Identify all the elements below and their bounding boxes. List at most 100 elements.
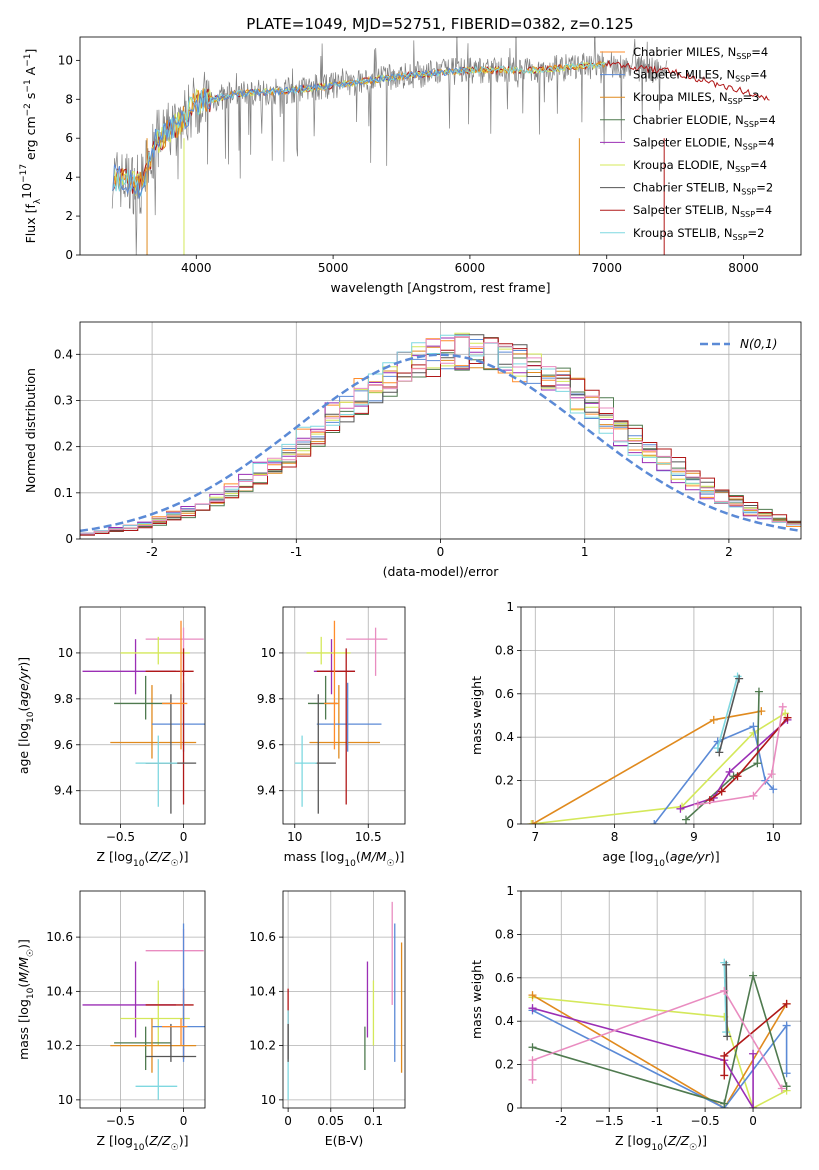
axes-frame bbox=[79, 606, 206, 825]
data-point bbox=[145, 694, 197, 814]
x-axis-label-part: Z [log bbox=[97, 849, 133, 864]
y-axis-label: Normed distribution bbox=[23, 368, 38, 493]
x-axis-label: Z [log10(Z/Z☉)] bbox=[615, 1133, 707, 1153]
legend-text: Kroupa STELIB, N bbox=[633, 226, 733, 240]
y-tick-label: 9.4 bbox=[54, 784, 73, 798]
data-point bbox=[316, 648, 356, 805]
x-axis-label-part: age [log bbox=[602, 849, 653, 864]
legend-sub: SSP bbox=[733, 233, 748, 242]
data-point bbox=[315, 694, 336, 814]
weight-marker bbox=[778, 702, 787, 711]
legend-label: Chabrier ELODIE, NSSP=4 bbox=[633, 113, 776, 129]
weight-series bbox=[528, 986, 786, 1093]
weight-marker bbox=[528, 1004, 537, 1013]
x-tick-label: 5000 bbox=[318, 261, 349, 275]
x-tick-label: 0 bbox=[284, 1114, 292, 1128]
x-tick-label: 0 bbox=[180, 830, 188, 844]
weight-marker bbox=[528, 1056, 537, 1065]
data-point bbox=[346, 627, 388, 676]
x-axis-label-part: 10 bbox=[654, 859, 666, 869]
x-axis-label-part: Z/Z bbox=[148, 849, 171, 864]
legend-text: Kroupa ELODIE, N bbox=[633, 158, 735, 172]
x-axis-label-part: ☉ bbox=[387, 859, 395, 869]
y-axis-label-part: age [log bbox=[16, 723, 31, 774]
weight-marker bbox=[722, 1028, 731, 1037]
weight-line bbox=[725, 964, 728, 1037]
y-tick-label: 10.6 bbox=[46, 930, 73, 944]
y-axis-label-part: age/yr bbox=[16, 666, 31, 707]
data-point bbox=[316, 682, 382, 752]
legend-value: =4 bbox=[759, 113, 776, 127]
normal-curve bbox=[80, 353, 801, 533]
x-tick-label: -1 bbox=[290, 545, 302, 559]
data-point bbox=[324, 620, 339, 750]
y-axis-label-part: −2 bbox=[23, 103, 33, 116]
x-tick-label: -1 bbox=[651, 1114, 663, 1128]
y-axis-label-part: erg cm bbox=[23, 116, 38, 164]
residuals-axes: -2 -1 0 1 2 0 0.1 0.2 0.3 0.4 (data-model)/error No… bbox=[23, 321, 802, 579]
legend-label: Chabrier STELIB, NSSP=2 bbox=[633, 181, 773, 197]
weight-series bbox=[528, 971, 791, 1108]
y-axis-label-part: 10 bbox=[26, 711, 36, 723]
x-tick-label: 0 bbox=[180, 1114, 188, 1128]
legend-sub: SSP bbox=[735, 75, 750, 84]
y-tick-label: 0.6 bbox=[495, 687, 514, 701]
observed-spectrum bbox=[111, 37, 668, 255]
y-tick-label: 9.8 bbox=[54, 692, 73, 706]
legend-sub: SSP bbox=[741, 188, 756, 197]
y-tick-label: 0.8 bbox=[495, 643, 514, 657]
spectrum-axes: 4000 5000 6000 7000 8000 0 2 4 6 8 10 wavelength [A… bbox=[19, 36, 802, 295]
weight-marker bbox=[753, 759, 762, 768]
x-tick-label: 7000 bbox=[591, 261, 622, 275]
y-tick-label: 9.6 bbox=[54, 738, 73, 752]
legend-text: Chabrier STELIB, N bbox=[633, 181, 741, 195]
legend-text: Chabrier ELODIE, N bbox=[633, 113, 744, 127]
spectrum-plot-area bbox=[111, 37, 770, 255]
weight-marker bbox=[777, 1084, 786, 1093]
data-point bbox=[135, 1059, 178, 1100]
weight-marker bbox=[782, 1021, 791, 1030]
data-point bbox=[82, 639, 176, 695]
x-tick-label: −1.5 bbox=[595, 1114, 624, 1128]
y-tick-label: 0.4 bbox=[54, 347, 73, 361]
weight-line bbox=[532, 1009, 788, 1108]
y-tick-label: 0.8 bbox=[495, 927, 514, 941]
y-tick-label: 10 bbox=[261, 1093, 276, 1107]
legend-text: Kroupa MILES, N bbox=[633, 90, 728, 104]
y-tick-label: 0.4 bbox=[495, 1014, 514, 1028]
y-axis-label-part: s bbox=[23, 93, 38, 104]
mass_vs_ebv-plot-area bbox=[283, 891, 405, 1108]
x-tick-label: −0.5 bbox=[106, 830, 135, 844]
weight-marker bbox=[709, 715, 718, 724]
data-point bbox=[135, 735, 178, 807]
weight-line bbox=[716, 676, 739, 749]
y-axis-label-part: mass weight bbox=[469, 676, 484, 755]
data-point bbox=[145, 988, 194, 1060]
y-axis-label: Flux [fλ10−17 erg cm−2 s−1 A−1] bbox=[19, 49, 43, 244]
legend-value: =4 bbox=[750, 158, 767, 172]
data-point bbox=[145, 1023, 197, 1062]
x-axis-label-part: ( bbox=[356, 849, 361, 864]
weight-marker bbox=[749, 1104, 758, 1108]
y-tick-label: 9.8 bbox=[257, 692, 276, 706]
x-axis-label-part: ☉ bbox=[689, 1143, 697, 1153]
y-tick-label: 9.6 bbox=[257, 738, 276, 752]
x-axis-label-part: 10 bbox=[651, 1143, 663, 1153]
y-axis-label: age [log10(age/yr)] bbox=[16, 657, 36, 774]
y-axis-label-part: )] bbox=[16, 657, 31, 667]
legend-sub: SSP bbox=[736, 52, 751, 61]
y-axis-label-part: ( bbox=[16, 983, 31, 988]
y-tick-label: 9.4 bbox=[257, 784, 276, 798]
y-axis-label: mass weight bbox=[469, 676, 484, 755]
weight-marker bbox=[733, 772, 742, 781]
data-point bbox=[110, 1018, 197, 1073]
weight-marker bbox=[720, 1071, 729, 1080]
data-point bbox=[306, 636, 351, 665]
weight-line bbox=[697, 706, 784, 806]
y-tick-label: 0.2 bbox=[495, 1058, 514, 1072]
x-tick-label: 8 bbox=[611, 830, 619, 844]
weight-marker bbox=[723, 1032, 732, 1041]
weight-marker bbox=[749, 971, 758, 980]
